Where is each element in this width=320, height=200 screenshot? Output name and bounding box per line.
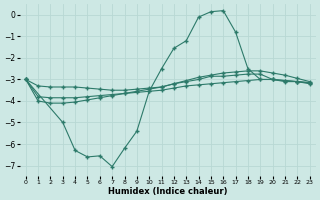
X-axis label: Humidex (Indice chaleur): Humidex (Indice chaleur) (108, 187, 228, 196)
